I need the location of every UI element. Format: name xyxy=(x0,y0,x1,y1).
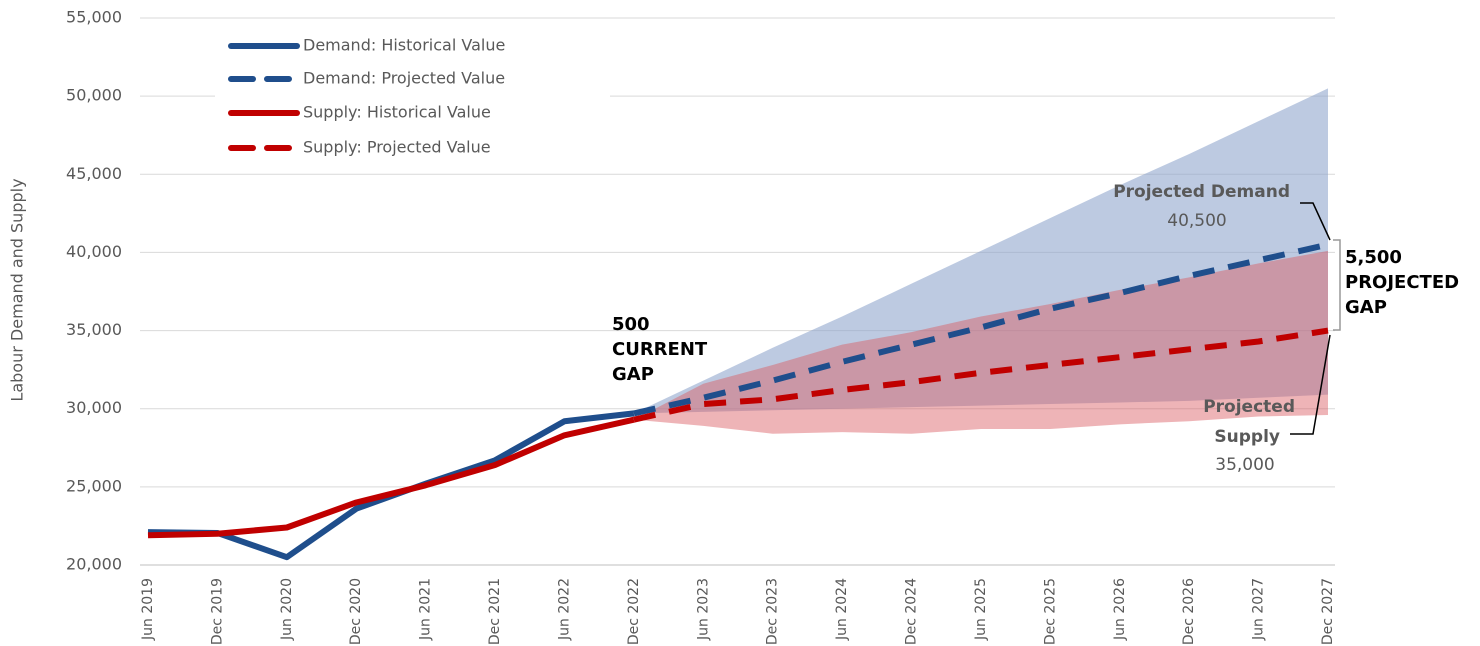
gap-bracket xyxy=(1333,239,1341,331)
series-line xyxy=(633,327,1329,423)
x-tick-label: Jun 2024 xyxy=(834,578,850,641)
legend-label: Demand: Historical Value xyxy=(303,36,505,55)
annotation: PROJECTED xyxy=(1345,272,1459,293)
x-tick-label: Dec 2021 xyxy=(487,578,503,645)
y-tick-label: 55,000 xyxy=(66,8,122,27)
x-tick-label: Dec 2024 xyxy=(904,578,920,645)
x-tick-label: Dec 2019 xyxy=(209,578,225,645)
annotation: Projected xyxy=(1203,397,1295,417)
x-tick-label: Jun 2020 xyxy=(279,578,295,641)
x-tick-label: Jun 2026 xyxy=(1112,578,1128,641)
x-tick-label: Dec 2025 xyxy=(1042,578,1058,645)
band xyxy=(633,88,1328,414)
annotation: 40,500 xyxy=(1167,211,1226,231)
annotation: 5,500 xyxy=(1345,247,1402,268)
legend-label: Supply: Historical Value xyxy=(303,103,491,122)
annotation: 35,000 xyxy=(1215,455,1274,475)
y-tick-label: 25,000 xyxy=(66,476,122,495)
leader-line xyxy=(1300,202,1331,241)
x-tick-label: Jun 2023 xyxy=(695,578,711,641)
y-tick-label: 50,000 xyxy=(66,86,122,105)
series-line xyxy=(147,416,635,539)
leader-line xyxy=(1290,334,1331,435)
bands xyxy=(633,88,1328,434)
band xyxy=(633,250,1328,434)
legend-label: Supply: Projected Value xyxy=(303,138,491,157)
legend-label: Demand: Projected Value xyxy=(303,69,505,88)
x-tick-label: Dec 2023 xyxy=(765,578,781,645)
legend: Demand: Historical Value Demand: Projecte… xyxy=(228,36,505,157)
x-tick-label: Jun 2021 xyxy=(418,578,434,641)
x-tick-label: Jun 2019 xyxy=(140,578,156,641)
x-tick-label: Dec 2027 xyxy=(1320,578,1336,645)
labels: 20,000 25,000 30,000 35,000 40,000 45,000 50,0… xyxy=(66,8,1336,646)
annotation: CURRENT xyxy=(612,339,708,360)
annotation: 500 xyxy=(612,314,650,335)
x-tick-label: Dec 2022 xyxy=(626,578,642,645)
annotation: Projected Demand xyxy=(1113,182,1290,202)
annotation: GAP xyxy=(1345,297,1387,318)
annotation: Supply xyxy=(1214,427,1280,447)
series-line xyxy=(633,241,1329,417)
x-tick-label: Jun 2022 xyxy=(556,578,572,641)
y-tick-label: 30,000 xyxy=(66,398,122,417)
x-tick-label: Jun 2027 xyxy=(1251,578,1267,641)
x-tick-label: Dec 2026 xyxy=(1181,578,1197,645)
y-axis-label: Labour Demand and Supply xyxy=(8,178,27,401)
legend-background xyxy=(215,28,610,166)
y-tick-label: 35,000 xyxy=(66,320,122,339)
annotation: GAP xyxy=(612,364,654,385)
x-tick-label: Jun 2025 xyxy=(973,578,989,641)
x-tick-label: Dec 2020 xyxy=(348,578,364,645)
y-tick-label: 20,000 xyxy=(66,555,122,574)
lines xyxy=(147,241,1329,561)
y-tick-label: 45,000 xyxy=(66,164,122,183)
y-tick-label: 40,000 xyxy=(66,242,122,261)
